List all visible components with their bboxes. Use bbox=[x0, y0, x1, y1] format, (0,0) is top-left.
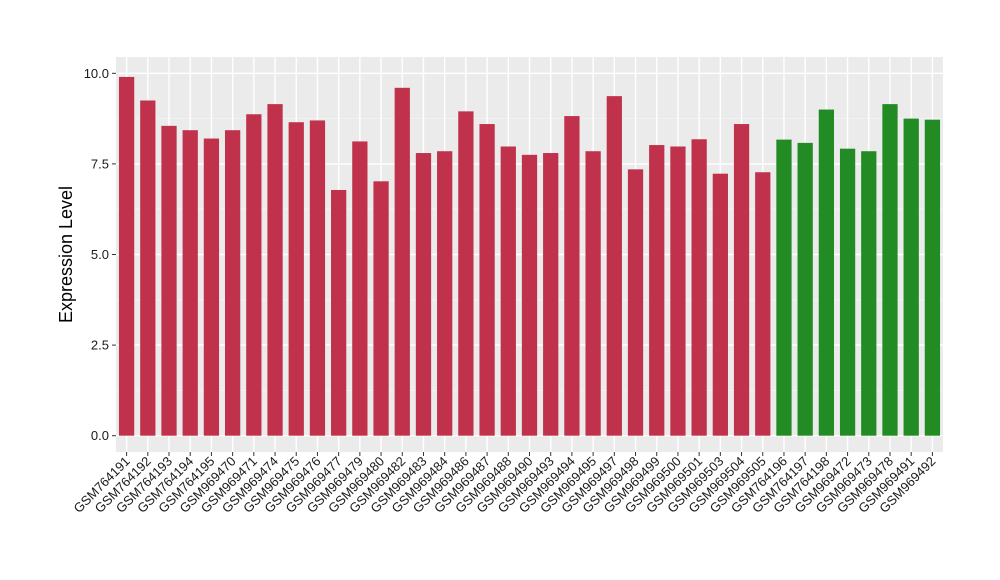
bar-GSM764193 bbox=[161, 125, 177, 436]
bar-GSM969479 bbox=[352, 141, 368, 436]
bar-GSM969471 bbox=[246, 114, 262, 436]
bar-GSM969503 bbox=[712, 173, 728, 436]
bar-GSM969475 bbox=[288, 122, 304, 436]
bar-GSM969492 bbox=[924, 119, 941, 436]
bar-GSM969486 bbox=[458, 111, 474, 436]
bar-GSM969491 bbox=[903, 118, 919, 436]
bar-GSM764191 bbox=[118, 76, 135, 436]
bar-GSM969488 bbox=[500, 146, 516, 436]
bar-GSM764198 bbox=[818, 109, 835, 436]
bar-GSM969483 bbox=[415, 153, 432, 436]
bar-GSM764192 bbox=[140, 100, 156, 436]
bar-GSM764195 bbox=[203, 138, 220, 436]
bar-GSM969504 bbox=[733, 124, 750, 436]
y-axis-title: Expression Level bbox=[56, 186, 76, 323]
bar-GSM969474 bbox=[267, 104, 283, 436]
bar-GSM969499 bbox=[649, 145, 665, 436]
bar-GSM969472 bbox=[839, 148, 856, 436]
bar-GSM969497 bbox=[606, 96, 622, 436]
bar-GSM969484 bbox=[437, 151, 453, 436]
y-tick-label: 2.5 bbox=[91, 338, 109, 353]
bar-GSM969473 bbox=[861, 151, 877, 436]
y-tick-label: 10.0 bbox=[84, 66, 109, 81]
bar-GSM969487 bbox=[479, 124, 495, 436]
bar-GSM969470 bbox=[224, 130, 241, 436]
bar-GSM969501 bbox=[691, 139, 707, 436]
bar-GSM969505 bbox=[755, 172, 771, 436]
bar-GSM969498 bbox=[627, 169, 644, 436]
bar-GSM969476 bbox=[309, 120, 326, 436]
bar-GSM969495 bbox=[585, 151, 601, 436]
bars-group bbox=[118, 76, 941, 436]
bar-GSM764196 bbox=[776, 139, 792, 436]
y-axis: 0.0 2.5 5.0 7.5 10.0 bbox=[84, 66, 116, 443]
y-tick-label: 7.5 bbox=[91, 156, 109, 171]
y-tick-label: 5.0 bbox=[91, 247, 109, 262]
bar-GSM969477 bbox=[331, 189, 347, 436]
bar-GSM969500 bbox=[670, 146, 686, 436]
x-axis: GSM764191GSM764192GSM764193GSM764194GSM7… bbox=[70, 452, 939, 516]
bar-GSM969478 bbox=[882, 104, 898, 436]
bar-GSM764197 bbox=[797, 142, 813, 436]
y-tick-label: 0.0 bbox=[91, 428, 109, 443]
bar-GSM969490 bbox=[521, 154, 538, 436]
bar-GSM969482 bbox=[394, 87, 410, 436]
bar-GSM969493 bbox=[543, 153, 559, 436]
bar-GSM764194 bbox=[182, 130, 198, 436]
bar-GSM969480 bbox=[373, 181, 389, 436]
bar-GSM969494 bbox=[564, 116, 580, 436]
